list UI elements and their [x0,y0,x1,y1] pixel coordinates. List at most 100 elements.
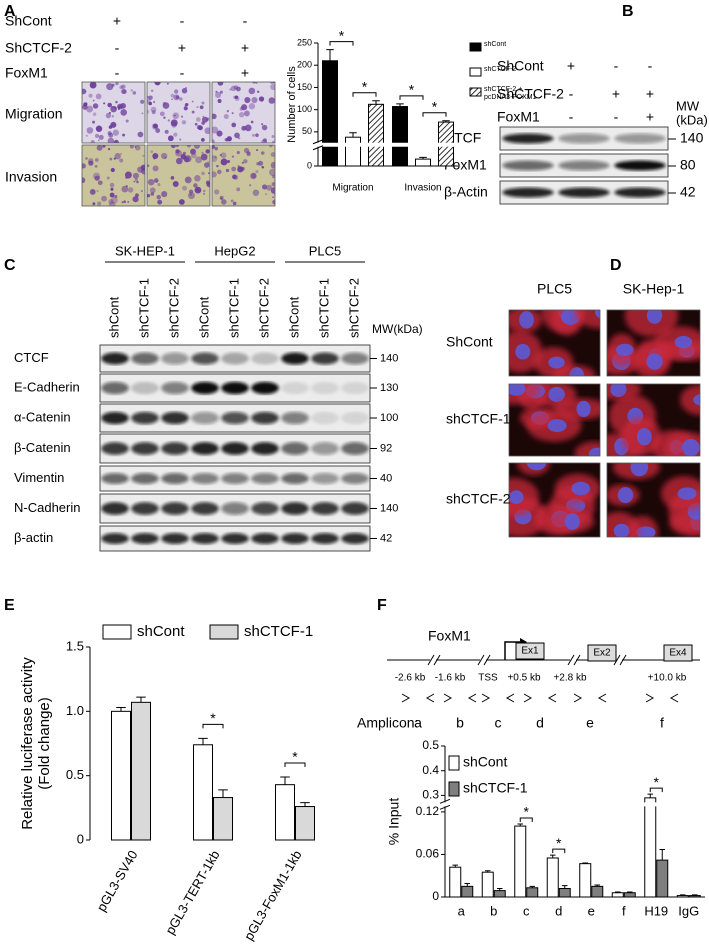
band-label: β-Actin [444,184,488,200]
y-tick-label: 200 [297,60,312,70]
error-bar [582,862,588,864]
error-bar [116,706,126,712]
stained-cell [194,145,200,149]
axis-break-gap [312,142,458,147]
mw-label: 40 [380,472,392,484]
stained-cell [110,196,118,204]
condition-mark: - [180,13,185,29]
band [341,473,369,484]
micrograph [82,145,145,206]
band [131,473,159,484]
band [191,442,219,455]
stained-cell [200,153,208,161]
micrograph-border [508,462,601,538]
band [131,442,159,455]
cell-nucleus [547,419,567,433]
mw-header: MW(kDa) [372,322,423,336]
band [311,533,339,544]
stained-cell [121,84,126,89]
stained-cell [182,185,187,191]
y-tick-label: 150 [297,82,312,92]
stained-cell [241,166,245,171]
stained-cell [166,82,169,85]
band [221,442,249,455]
stained-cell [92,202,96,206]
legend-label: shCTCF-2 [484,66,517,73]
error-bar [627,891,633,893]
band [161,502,189,515]
stained-cell [196,106,199,109]
stained-cell [179,97,183,101]
stained-cell [140,190,143,193]
stained-cell [141,167,145,175]
break-mark [427,654,441,666]
band-label: β-Catenin [14,440,71,455]
stained-cell [174,89,179,94]
band [221,352,249,365]
band [191,502,219,515]
stained-cell [188,189,194,194]
stained-cell [86,105,94,113]
stained-cell [103,102,106,105]
cell-actin [574,310,600,329]
error-bar [218,789,228,798]
band [251,502,279,515]
band [281,502,309,515]
significance-label: * [556,835,562,851]
stained-cell [155,128,161,133]
stained-cell [261,124,268,131]
stained-cell [115,100,118,104]
stained-cell [153,178,159,183]
stained-cell [111,115,115,118]
band [131,381,159,395]
stained-cell [235,86,241,92]
y-tick-label: 0.12 [416,804,440,818]
stained-cell [173,132,178,137]
stained-cell [147,109,150,114]
stained-cell [258,160,264,166]
band [341,411,369,425]
micrograph [212,82,275,143]
band [161,442,189,455]
stained-cell [106,176,110,180]
stained-cell [239,111,245,118]
stained-cell [142,154,145,157]
y-tick-label: 250 [297,37,312,47]
stained-cell [113,157,116,160]
micrograph-border [606,309,701,377]
stained-cell [157,199,163,205]
band [502,187,554,198]
stained-cell [220,158,228,166]
stained-cell [98,134,104,140]
stained-cell [130,89,134,92]
stained-cell [226,109,230,112]
significance-label: * [654,774,660,790]
condition-label: FoxM1 [5,65,48,81]
stained-cell [220,152,227,159]
band [281,411,309,425]
legend-label: shCTCF-1 [244,623,313,640]
stained-cell [175,149,180,154]
stained-cell [255,133,259,137]
bar [275,784,295,841]
stained-cell [87,158,94,164]
band [281,381,309,395]
stained-cell [219,153,222,157]
cell-nucleus [519,311,534,329]
stained-cell [226,136,232,142]
stained-cell [265,193,268,196]
cell-line-label: PLC5 [309,243,342,258]
cell-line-label: HepG2 [214,243,255,258]
error-bar [452,864,458,868]
legend-label: shCont [137,623,185,640]
x-tick-label: c [523,903,530,918]
lane-label: shCTCF-2 [256,278,271,338]
cell-nucleus [548,356,565,369]
stained-cell [204,127,210,135]
stained-cell [258,96,265,102]
row-label: shCTCF-2 [446,491,511,507]
stained-cell [193,183,198,188]
stained-cell [184,176,192,184]
stained-cell [212,171,217,178]
stained-cell [117,107,120,110]
